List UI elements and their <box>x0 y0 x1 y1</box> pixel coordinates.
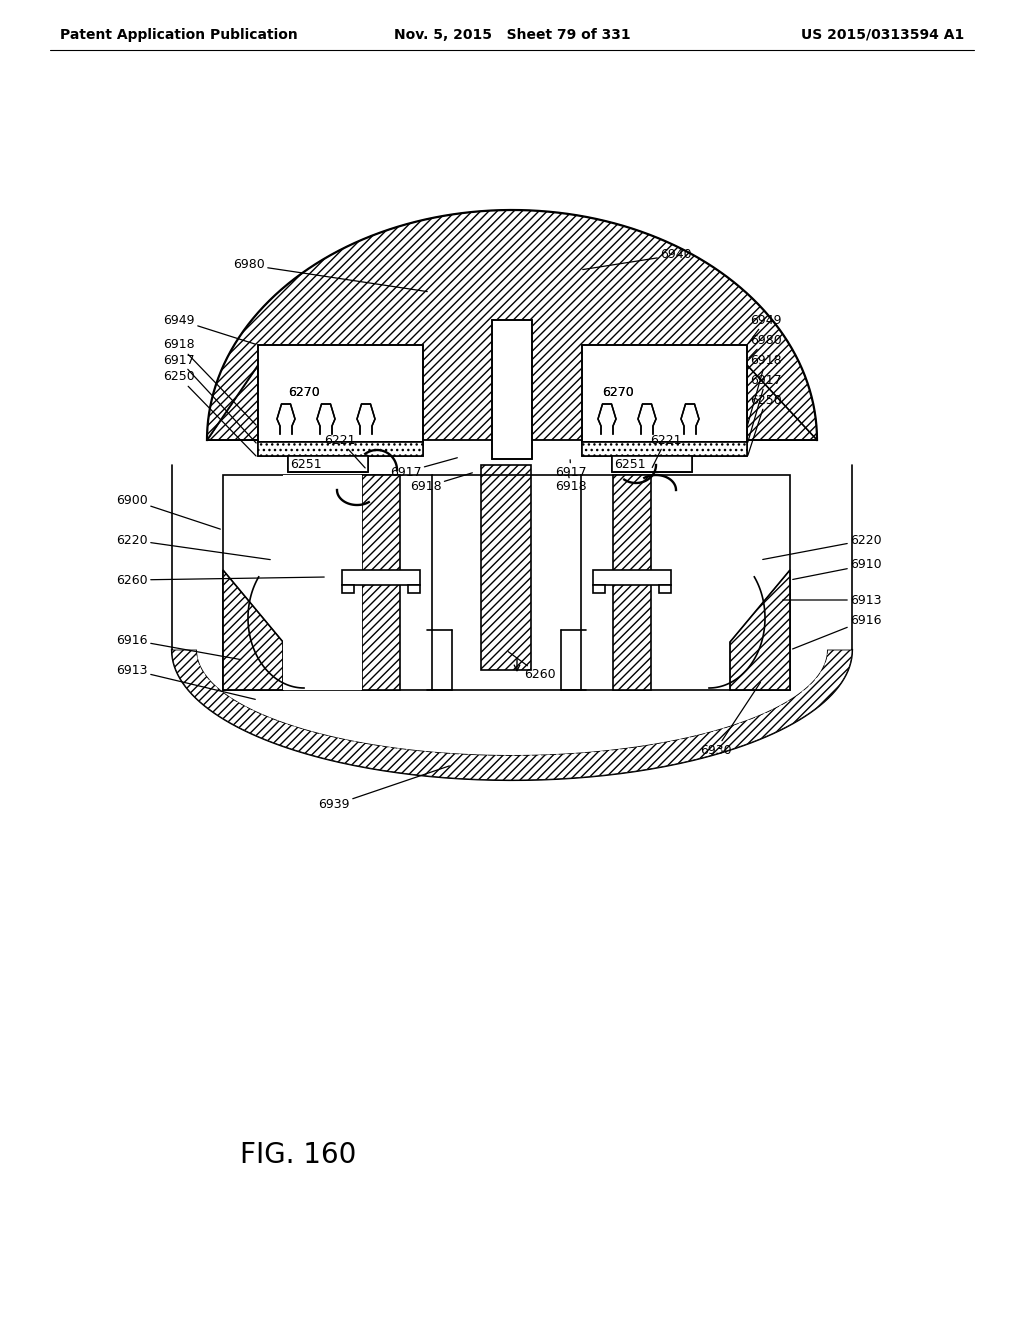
Text: 6900: 6900 <box>117 494 220 529</box>
Polygon shape <box>172 465 852 780</box>
Bar <box>258 345 423 442</box>
Bar <box>342 585 354 593</box>
Bar <box>288 455 368 473</box>
Bar <box>258 345 423 442</box>
Bar <box>258 345 423 442</box>
Bar <box>613 475 651 690</box>
Polygon shape <box>197 475 827 755</box>
Text: 6980: 6980 <box>749 334 781 358</box>
Text: 6260: 6260 <box>117 573 325 586</box>
Text: 6270: 6270 <box>288 385 319 399</box>
Text: 6917: 6917 <box>390 458 458 479</box>
Text: 6250: 6250 <box>748 393 781 455</box>
Text: 6918: 6918 <box>748 354 781 424</box>
Text: 6980: 6980 <box>233 259 427 292</box>
Polygon shape <box>172 649 852 780</box>
Bar <box>408 585 420 593</box>
Bar <box>593 585 605 593</box>
Text: 6913: 6913 <box>117 664 255 700</box>
Bar <box>582 442 746 455</box>
Text: Nov. 5, 2015   Sheet 79 of 331: Nov. 5, 2015 Sheet 79 of 331 <box>393 28 631 42</box>
Bar <box>612 455 692 473</box>
Text: 6251: 6251 <box>290 458 322 470</box>
Text: 6918: 6918 <box>410 473 472 494</box>
Text: 6270: 6270 <box>288 385 319 399</box>
Text: 6917: 6917 <box>748 374 781 442</box>
Text: 6917: 6917 <box>164 354 256 444</box>
Text: US 2015/0313594 A1: US 2015/0313594 A1 <box>801 28 964 42</box>
Polygon shape <box>223 570 283 690</box>
Bar <box>223 475 432 690</box>
Polygon shape <box>207 210 817 440</box>
Text: 6930: 6930 <box>700 682 761 756</box>
Polygon shape <box>730 570 790 690</box>
Text: 6918: 6918 <box>555 475 587 494</box>
Text: 6916: 6916 <box>793 614 882 649</box>
Bar <box>582 345 746 442</box>
Text: 6270: 6270 <box>602 385 634 399</box>
Text: 6220: 6220 <box>763 533 882 560</box>
Text: 6251: 6251 <box>614 458 645 470</box>
Bar <box>492 319 532 459</box>
Bar <box>492 319 532 459</box>
Bar <box>593 570 671 585</box>
Text: 6270: 6270 <box>602 385 634 399</box>
Text: 6220: 6220 <box>117 533 270 560</box>
Polygon shape <box>746 366 817 440</box>
Text: 6916: 6916 <box>117 634 241 660</box>
Text: 6221: 6221 <box>650 433 682 467</box>
Text: 6949: 6949 <box>164 314 255 345</box>
Bar <box>492 319 532 459</box>
Text: 6910: 6910 <box>793 558 882 579</box>
Bar <box>362 475 400 690</box>
Bar <box>283 475 362 690</box>
Bar <box>659 585 671 593</box>
Bar <box>342 570 420 585</box>
Text: FIG. 160: FIG. 160 <box>240 1140 356 1170</box>
Text: Patent Application Publication: Patent Application Publication <box>60 28 298 42</box>
Polygon shape <box>207 366 258 440</box>
Text: 6221: 6221 <box>325 433 366 467</box>
Bar <box>481 465 531 671</box>
Text: 6260: 6260 <box>508 652 556 681</box>
Bar <box>582 442 746 455</box>
Text: 6939: 6939 <box>318 766 450 812</box>
Bar <box>258 442 423 455</box>
Text: 6918: 6918 <box>164 338 256 425</box>
Text: 6917: 6917 <box>555 459 587 479</box>
Bar <box>258 442 423 455</box>
Text: 6913: 6913 <box>782 594 882 606</box>
Bar <box>612 455 692 473</box>
Bar <box>581 475 790 690</box>
Text: 6250: 6250 <box>163 371 256 455</box>
Bar <box>288 455 368 473</box>
Bar <box>582 345 746 442</box>
Bar <box>582 345 746 442</box>
Text: 6949: 6949 <box>749 314 781 343</box>
Text: 6940: 6940 <box>583 248 691 269</box>
